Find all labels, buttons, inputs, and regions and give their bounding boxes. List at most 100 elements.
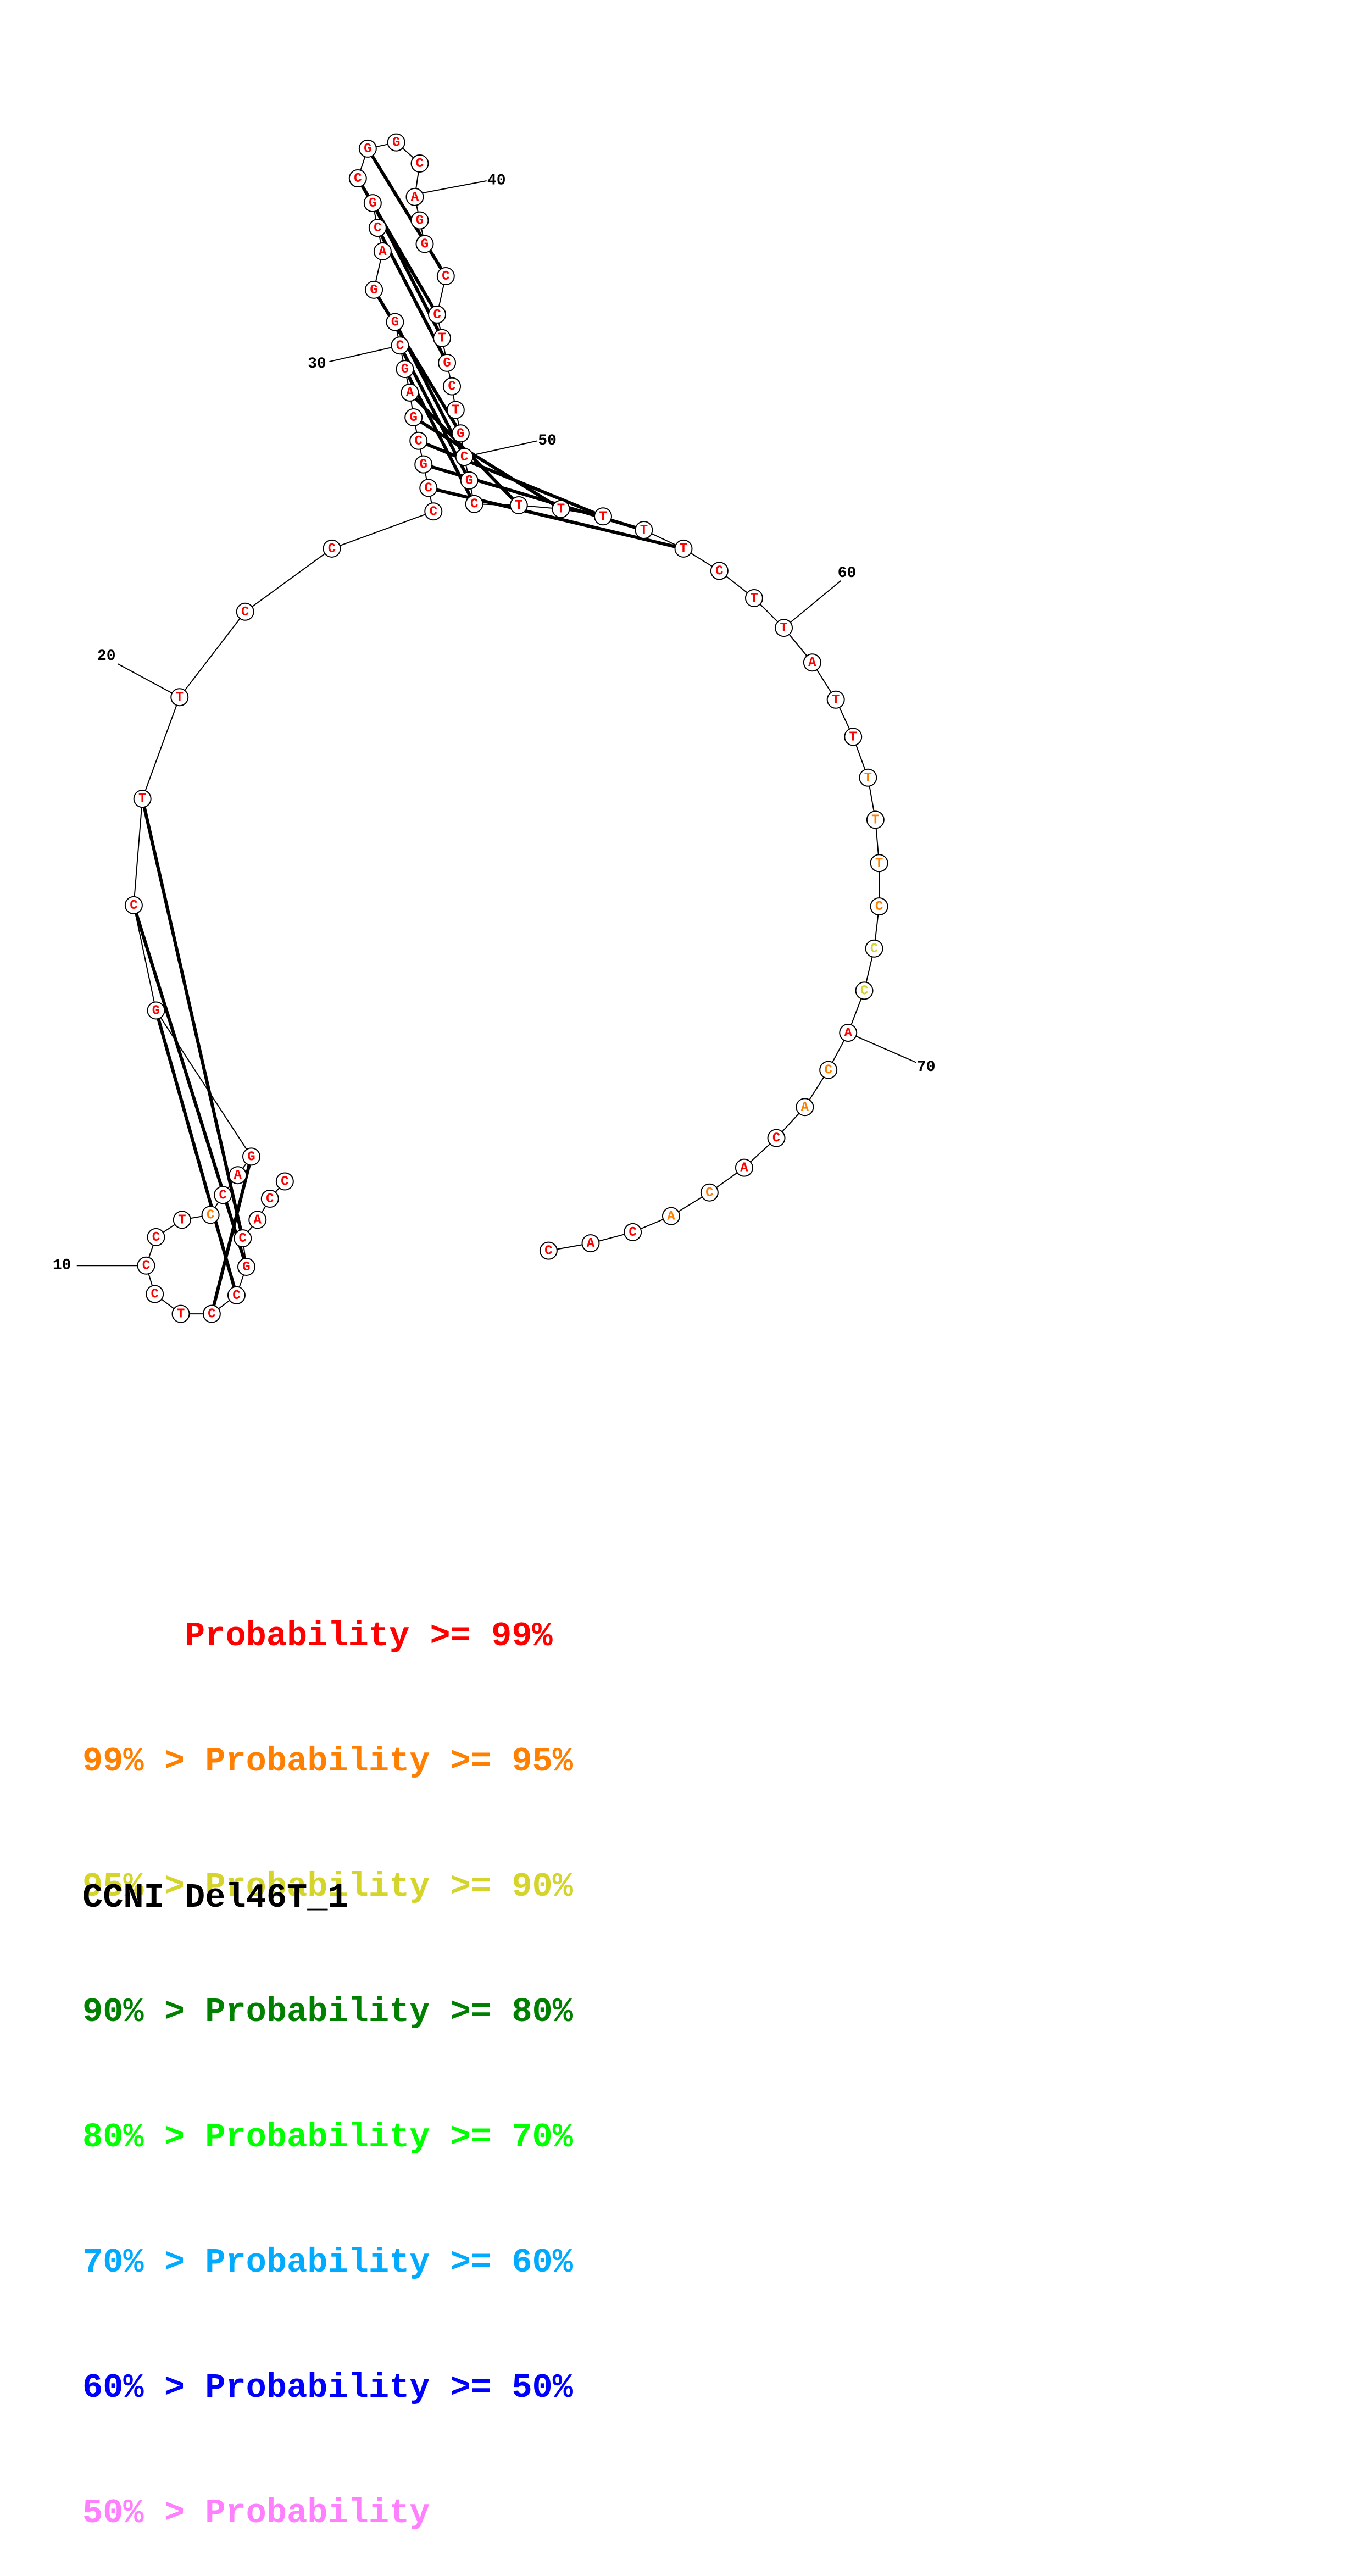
nucleotide-letter: T (178, 1213, 186, 1228)
nucleotide-letter: T (750, 591, 758, 606)
nucleotide: G (358, 139, 377, 158)
nucleotide-circle (410, 211, 429, 230)
nucleotide-circle (539, 1241, 558, 1260)
nucleotide-letter: G (364, 142, 371, 157)
nucleotide-circle (236, 602, 254, 621)
nucleotide-circle (710, 562, 729, 580)
nucleotide: T (674, 539, 693, 558)
backbone-segment (142, 697, 180, 799)
nucleotide-letter: T (557, 502, 565, 517)
nucleotide-circle (415, 235, 434, 253)
nucleotide-circle (260, 1190, 279, 1208)
tick-line (414, 180, 487, 195)
nucleotide-letter: A (406, 386, 414, 401)
tick-label: 40 (487, 173, 506, 190)
nucleotide-letter: A (801, 1100, 809, 1115)
nucleotide: C (260, 1190, 279, 1208)
nucleotide-letter: C (208, 1307, 215, 1322)
nucleotide-circle (624, 1223, 642, 1241)
nucleotide-letter: C (152, 1230, 160, 1245)
nucleotide: G (365, 280, 383, 299)
legend-row: 99% > Probability >= 95% (82, 1742, 573, 1781)
nucleotide-letter: T (680, 542, 687, 557)
nucleotide-circle (147, 1228, 165, 1246)
nucleotide-circle (866, 810, 885, 829)
nucleotide-letter: G (465, 474, 473, 488)
nucleotide: A (401, 383, 419, 402)
nucleotide-circle (404, 408, 423, 426)
nucleotide-circle (201, 1206, 220, 1224)
nucleotide-letter: T (849, 730, 857, 745)
nucleotide-letter: C (824, 1063, 832, 1078)
nucleotide: T (866, 810, 885, 829)
nucleotide-letter: A (740, 1161, 748, 1176)
nucleotide-circle (635, 521, 653, 540)
legend-row: 90% > Probability >= 80% (82, 1992, 573, 2031)
nucleotide-letter: G (401, 362, 409, 377)
nucleotide-letter: C (151, 1287, 159, 1302)
base-pair-line (210, 1156, 253, 1314)
nucleotide: C (419, 479, 438, 497)
nucleotide-circle (242, 1147, 260, 1166)
backbone-segment (331, 510, 434, 549)
nucleotide: T (173, 1211, 191, 1229)
nucleotide: C (465, 495, 483, 513)
nucleotide: C (227, 1286, 246, 1304)
nucleotide: C (391, 336, 409, 355)
nucleotide-letter: C (328, 542, 336, 557)
nucleotide: G (410, 211, 429, 230)
nucleotide-circle (214, 1186, 232, 1204)
nucleotide-circle (170, 688, 189, 707)
tick-line (329, 345, 401, 363)
nucleotide: G (387, 133, 405, 152)
nucleotide-circle (661, 1207, 680, 1225)
nucleotide-letter: C (207, 1208, 214, 1223)
tick-label: 60 (838, 565, 857, 582)
position-ticks: 10 20 30 40 50 60 70 (53, 173, 936, 1274)
nucleotide-letter: T (452, 403, 459, 418)
nucleotide-letter: A (808, 656, 816, 670)
nucleotide-letter: G (420, 458, 427, 473)
nucleotide-circle (855, 981, 874, 1000)
base-pair-line (366, 147, 447, 277)
nucleotide: T (826, 690, 845, 709)
nucleotide-circle (365, 280, 383, 299)
backbone-segment (133, 798, 143, 906)
nucleotide-letter: C (241, 605, 249, 620)
nucleotide: C (410, 154, 429, 173)
tick-line (464, 440, 538, 458)
nucleotide: T (170, 688, 189, 707)
base-pair-lines (132, 147, 684, 1314)
nucleotide-circle (387, 133, 405, 152)
base-pair-line (373, 288, 462, 435)
nucleotide: C (146, 1285, 164, 1303)
nucleotide: C (870, 897, 888, 916)
nucleotide-letter: T (176, 690, 184, 705)
nucleotide-letter: C (629, 1225, 636, 1240)
nucleotide: A (839, 1024, 858, 1042)
backbone-segment (155, 1010, 252, 1157)
nucleotide: C (710, 562, 729, 580)
nucleotide: G (386, 313, 404, 331)
nucleotide-letter: G (443, 356, 451, 371)
nucleotide: T (744, 589, 763, 608)
nucleotide-letter: G (247, 1150, 255, 1164)
nucleotide-circle (124, 896, 143, 914)
nucleotide-letter: C (870, 942, 878, 957)
nucleotide: T (509, 496, 528, 514)
nucleotide-letter: C (705, 1186, 713, 1201)
nucleotide-letter: A (254, 1213, 262, 1228)
nucleotide: C (234, 1229, 252, 1248)
nucleotide-letter: C (219, 1188, 226, 1203)
nucleotide: C (436, 267, 455, 286)
nucleotide-circle (386, 313, 404, 331)
nucleotide-circle (348, 169, 367, 188)
tick-label: 50 (538, 432, 557, 449)
nucleotide-letter: C (442, 269, 449, 284)
nucleotide-letter: C (460, 450, 468, 465)
nucleotide: G (147, 1001, 165, 1020)
nucleotide-circle (509, 496, 528, 514)
legend-row: 95% > Probability >= 90% (82, 1867, 573, 1906)
